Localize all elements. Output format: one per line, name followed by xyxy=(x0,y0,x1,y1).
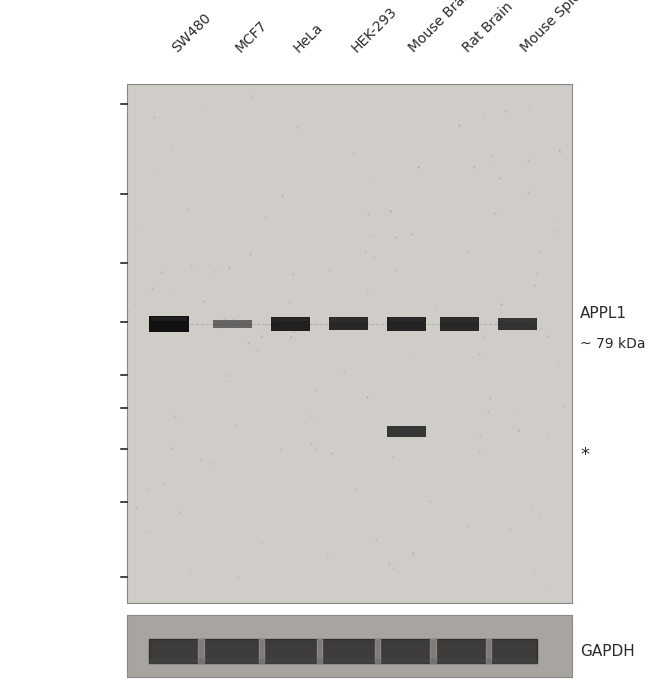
Bar xyxy=(215,321,250,323)
Bar xyxy=(329,317,368,330)
Text: HeLa: HeLa xyxy=(291,20,326,55)
Text: APPL1: APPL1 xyxy=(580,306,627,321)
Bar xyxy=(150,316,188,332)
Text: 80: 80 xyxy=(0,696,1,697)
Bar xyxy=(389,318,424,321)
Text: 30: 30 xyxy=(0,696,1,697)
Text: 260: 260 xyxy=(0,696,1,697)
Bar xyxy=(442,318,478,321)
Text: ~ 79 kDa: ~ 79 kDa xyxy=(580,337,646,351)
Text: 20: 20 xyxy=(0,696,1,697)
Bar xyxy=(213,320,252,328)
Bar xyxy=(273,318,308,321)
Text: 40: 40 xyxy=(0,696,1,697)
Bar xyxy=(500,319,536,321)
Text: HEK-293: HEK-293 xyxy=(348,4,399,55)
Text: Rat Brain: Rat Brain xyxy=(460,0,515,55)
Bar xyxy=(331,319,367,321)
Text: *: * xyxy=(580,446,590,464)
Bar xyxy=(498,318,538,330)
Bar xyxy=(271,316,310,331)
Text: 110: 110 xyxy=(0,696,1,697)
Text: GAPDH: GAPDH xyxy=(580,643,635,659)
Text: Mouse Spleen: Mouse Spleen xyxy=(517,0,596,55)
Text: 50: 50 xyxy=(0,696,1,697)
Bar xyxy=(387,427,426,437)
Bar xyxy=(440,316,480,331)
Text: Mouse Brain: Mouse Brain xyxy=(406,0,477,55)
Text: SW480: SW480 xyxy=(169,10,213,55)
Text: 60: 60 xyxy=(0,696,1,697)
Text: MCF7: MCF7 xyxy=(233,18,270,55)
Text: 160: 160 xyxy=(0,696,1,697)
Bar xyxy=(151,317,187,321)
Bar xyxy=(387,317,426,330)
